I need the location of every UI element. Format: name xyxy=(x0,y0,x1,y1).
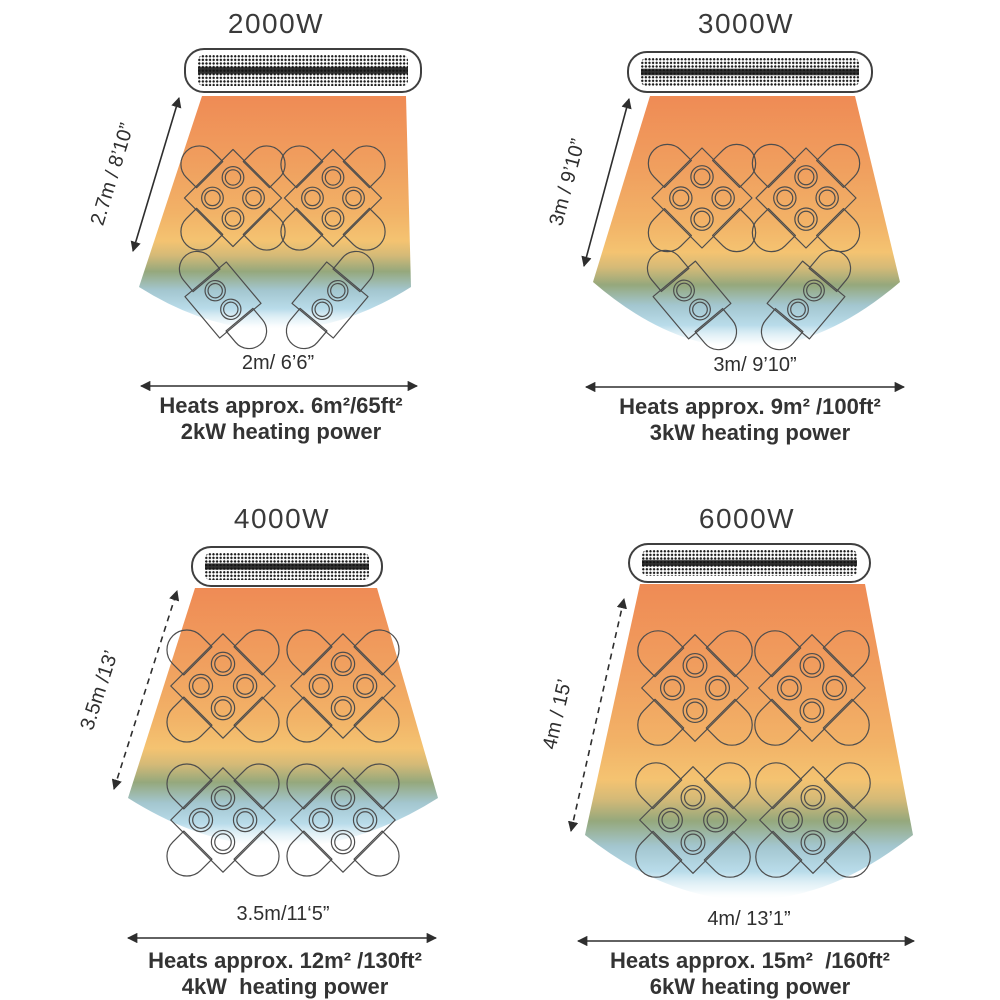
power-title-2000w: 2000W xyxy=(227,8,325,39)
heat-beam-2000w xyxy=(139,96,411,330)
heat-beam-6000w xyxy=(585,584,913,900)
heat-beam-4000w xyxy=(128,588,438,847)
height-dimension-arrow-2000w xyxy=(130,97,182,252)
width-dimension-label-2000w: 2m/ 6’6” xyxy=(241,352,315,374)
width-dimension-label-3000w: 3m/ 9’10” xyxy=(713,354,797,376)
power-text-3000w: 3kW heating power xyxy=(649,420,851,445)
power-text-4000w: 4kW heating power xyxy=(181,974,389,999)
heater-illustration-4000w xyxy=(191,546,383,587)
heat-beam-3000w xyxy=(593,96,900,348)
heater-illustration-6000w xyxy=(628,543,871,583)
heater-grille xyxy=(205,553,369,580)
power-title-6000w: 6000W xyxy=(698,503,796,534)
coverage-text-3000w: Heats approx. 9m² /100ft² xyxy=(619,394,881,419)
heater-grille xyxy=(641,58,859,86)
height-dimension-arrow-4000w xyxy=(111,590,180,790)
power-text-6000w: 6kW heating power xyxy=(649,974,851,999)
height-dimension-arrow-6000w xyxy=(568,597,627,833)
heater-illustration-2000w xyxy=(184,48,422,93)
heater-grille xyxy=(642,550,857,576)
heater-illustration-3000w xyxy=(627,51,873,93)
heater-grille xyxy=(198,55,408,86)
width-dimension-label-4000w: 3.5m/11‘5” xyxy=(236,903,330,925)
coverage-text-2000w: Heats approx. 6m²/65ft² xyxy=(159,393,403,418)
power-title-4000w: 4000W xyxy=(233,503,331,534)
coverage-text-6000w: Heats approx. 15m² /160ft² xyxy=(610,948,890,973)
power-text-2000w: 2kW heating power xyxy=(180,419,382,444)
coverage-text-4000w: Heats approx. 12m² /130ft² xyxy=(148,948,422,973)
width-dimension-label-6000w: 4m/ 13’1” xyxy=(707,908,791,930)
power-title-3000w: 3000W xyxy=(697,8,795,39)
height-dimension-arrow-3000w xyxy=(581,97,632,268)
